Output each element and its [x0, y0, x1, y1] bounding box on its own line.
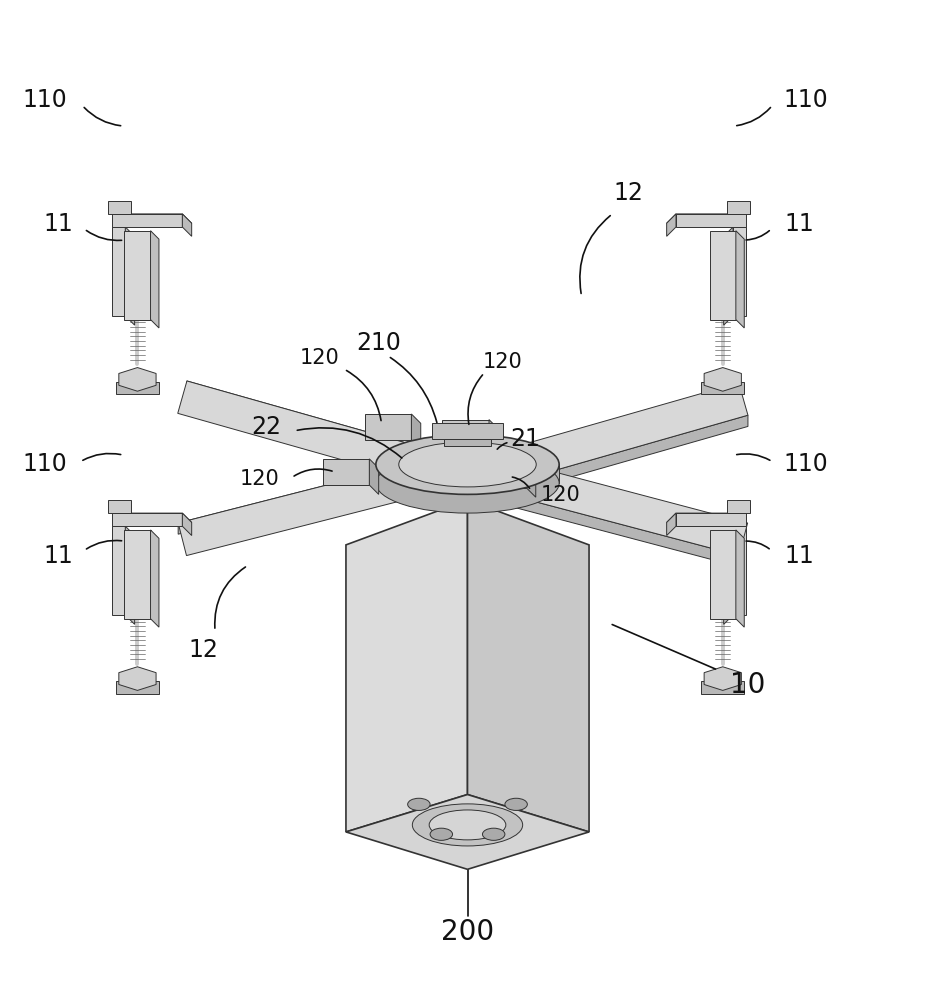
Polygon shape	[710, 530, 736, 619]
Text: 11: 11	[784, 212, 814, 236]
Polygon shape	[480, 462, 526, 488]
Polygon shape	[108, 500, 131, 513]
Polygon shape	[704, 368, 741, 391]
Ellipse shape	[398, 442, 537, 487]
Polygon shape	[112, 513, 192, 522]
Polygon shape	[736, 231, 744, 328]
Polygon shape	[124, 530, 151, 619]
Text: 120: 120	[300, 348, 339, 368]
Polygon shape	[116, 382, 159, 394]
Polygon shape	[733, 526, 746, 615]
Text: 11: 11	[43, 212, 73, 236]
Text: 10: 10	[730, 671, 766, 699]
Text: 120: 120	[541, 485, 581, 505]
Polygon shape	[486, 415, 748, 501]
Polygon shape	[112, 513, 182, 526]
Polygon shape	[526, 462, 536, 497]
Text: 22: 22	[252, 415, 281, 439]
Polygon shape	[151, 530, 159, 627]
Polygon shape	[411, 414, 421, 450]
Polygon shape	[667, 214, 746, 223]
Ellipse shape	[376, 453, 559, 513]
Polygon shape	[112, 227, 125, 316]
Polygon shape	[151, 231, 159, 328]
Polygon shape	[667, 214, 676, 236]
Polygon shape	[119, 667, 156, 690]
Text: 110: 110	[784, 452, 828, 476]
Polygon shape	[346, 500, 468, 832]
Polygon shape	[727, 500, 750, 513]
Polygon shape	[346, 795, 589, 869]
Polygon shape	[489, 420, 498, 455]
Polygon shape	[323, 459, 369, 485]
Text: 11: 11	[43, 544, 73, 568]
Ellipse shape	[429, 810, 506, 840]
Polygon shape	[444, 439, 491, 446]
Polygon shape	[724, 227, 733, 325]
Polygon shape	[453, 472, 482, 500]
Polygon shape	[477, 454, 748, 556]
Polygon shape	[125, 227, 135, 325]
Text: 110: 110	[22, 452, 67, 476]
Polygon shape	[182, 513, 192, 536]
Polygon shape	[727, 201, 750, 214]
Polygon shape	[667, 513, 746, 522]
Polygon shape	[477, 486, 739, 567]
Polygon shape	[125, 526, 135, 624]
Ellipse shape	[412, 804, 523, 846]
Polygon shape	[108, 201, 131, 214]
Ellipse shape	[482, 828, 505, 840]
Polygon shape	[710, 231, 736, 320]
Polygon shape	[112, 526, 125, 615]
Polygon shape	[187, 381, 458, 469]
Ellipse shape	[430, 828, 453, 840]
Text: 210: 210	[356, 331, 401, 355]
Polygon shape	[365, 414, 411, 440]
Polygon shape	[477, 383, 748, 490]
Polygon shape	[676, 214, 746, 227]
Ellipse shape	[408, 798, 430, 810]
Polygon shape	[736, 530, 744, 627]
Text: 12: 12	[189, 638, 219, 662]
Text: 120: 120	[483, 352, 523, 372]
Polygon shape	[369, 459, 379, 494]
Polygon shape	[724, 526, 733, 624]
Polygon shape	[376, 464, 559, 483]
Polygon shape	[116, 681, 159, 694]
Polygon shape	[112, 214, 182, 227]
Polygon shape	[178, 381, 458, 490]
Text: 110: 110	[22, 88, 67, 112]
Polygon shape	[432, 423, 503, 439]
Polygon shape	[112, 214, 192, 223]
Polygon shape	[701, 681, 744, 694]
Polygon shape	[124, 231, 151, 320]
Polygon shape	[701, 382, 744, 394]
Text: 21: 21	[511, 427, 540, 451]
Polygon shape	[704, 667, 741, 690]
Text: 120: 120	[240, 469, 280, 489]
Ellipse shape	[376, 435, 559, 494]
Text: 12: 12	[613, 181, 643, 205]
Polygon shape	[182, 214, 192, 236]
Polygon shape	[179, 454, 457, 556]
Polygon shape	[676, 513, 746, 526]
Ellipse shape	[505, 798, 527, 810]
Polygon shape	[468, 500, 589, 832]
Polygon shape	[442, 420, 489, 446]
Text: 11: 11	[784, 544, 814, 568]
Text: 200: 200	[441, 918, 494, 946]
Polygon shape	[733, 227, 746, 316]
Polygon shape	[179, 454, 450, 534]
Polygon shape	[119, 368, 156, 391]
Polygon shape	[667, 513, 676, 536]
Text: 110: 110	[784, 88, 828, 112]
